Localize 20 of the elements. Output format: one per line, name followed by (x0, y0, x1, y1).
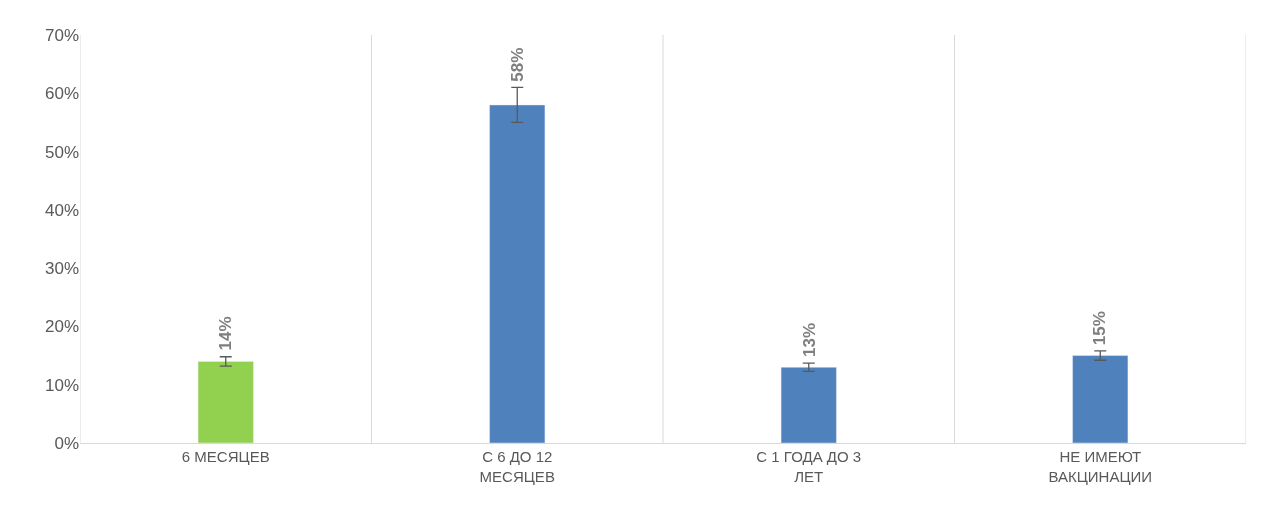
y-tick-label: 10% (44, 375, 79, 395)
bar (489, 104, 546, 443)
bar (780, 366, 837, 443)
y-tick-label: 30% (44, 259, 79, 279)
x-tick-label: С 1 ГОДА ДО 3 ЛЕТ (756, 448, 862, 485)
bar (197, 361, 254, 443)
y-tick-label: 20% (44, 317, 79, 337)
data-label: 15% (1090, 311, 1110, 346)
y-tick-label: 70% (44, 25, 79, 45)
y-tick-label: 40% (44, 200, 79, 220)
bar (1072, 355, 1129, 443)
data-label: 13% (799, 322, 819, 357)
y-tick-label: 50% (44, 142, 79, 162)
x-tick-label: НЕ ИМЕЮТ ВАКЦИНАЦИИ (1048, 448, 1153, 485)
data-label: 58% (507, 47, 527, 82)
data-label: 14% (216, 316, 236, 351)
y-tick-label: 0% (54, 433, 79, 453)
y-tick-label: 60% (44, 84, 79, 104)
x-tick-label: С 6 ДО 12 МЕСЯЦЕВ (479, 448, 555, 485)
x-tick-label: 6 МЕСЯЦЕВ (181, 448, 270, 465)
